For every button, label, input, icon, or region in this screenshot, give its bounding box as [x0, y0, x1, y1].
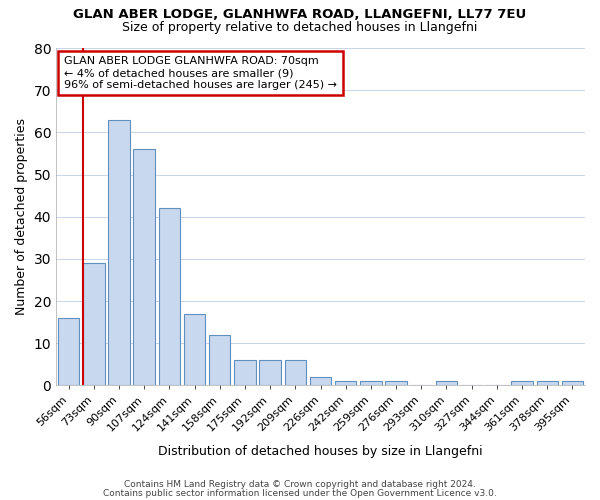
- Text: Size of property relative to detached houses in Llangefni: Size of property relative to detached ho…: [122, 21, 478, 34]
- Bar: [360, 381, 382, 386]
- Bar: [109, 120, 130, 386]
- Bar: [562, 381, 583, 386]
- Bar: [511, 381, 533, 386]
- Y-axis label: Number of detached properties: Number of detached properties: [15, 118, 28, 315]
- Bar: [209, 335, 230, 386]
- Bar: [133, 149, 155, 386]
- Bar: [284, 360, 306, 386]
- Text: Contains public sector information licensed under the Open Government Licence v3: Contains public sector information licen…: [103, 488, 497, 498]
- Text: GLAN ABER LODGE GLANHWFA ROAD: 70sqm
← 4% of detached houses are smaller (9)
96%: GLAN ABER LODGE GLANHWFA ROAD: 70sqm ← 4…: [64, 56, 337, 90]
- Text: Contains HM Land Registry data © Crown copyright and database right 2024.: Contains HM Land Registry data © Crown c…: [124, 480, 476, 489]
- Bar: [184, 314, 205, 386]
- Bar: [310, 377, 331, 386]
- Bar: [83, 263, 104, 386]
- Bar: [436, 381, 457, 386]
- Bar: [234, 360, 256, 386]
- Bar: [385, 381, 407, 386]
- Bar: [536, 381, 558, 386]
- Bar: [158, 208, 180, 386]
- X-axis label: Distribution of detached houses by size in Llangefni: Distribution of detached houses by size …: [158, 444, 483, 458]
- Bar: [335, 381, 356, 386]
- Bar: [58, 318, 79, 386]
- Bar: [259, 360, 281, 386]
- Text: GLAN ABER LODGE, GLANHWFA ROAD, LLANGEFNI, LL77 7EU: GLAN ABER LODGE, GLANHWFA ROAD, LLANGEFN…: [73, 8, 527, 20]
